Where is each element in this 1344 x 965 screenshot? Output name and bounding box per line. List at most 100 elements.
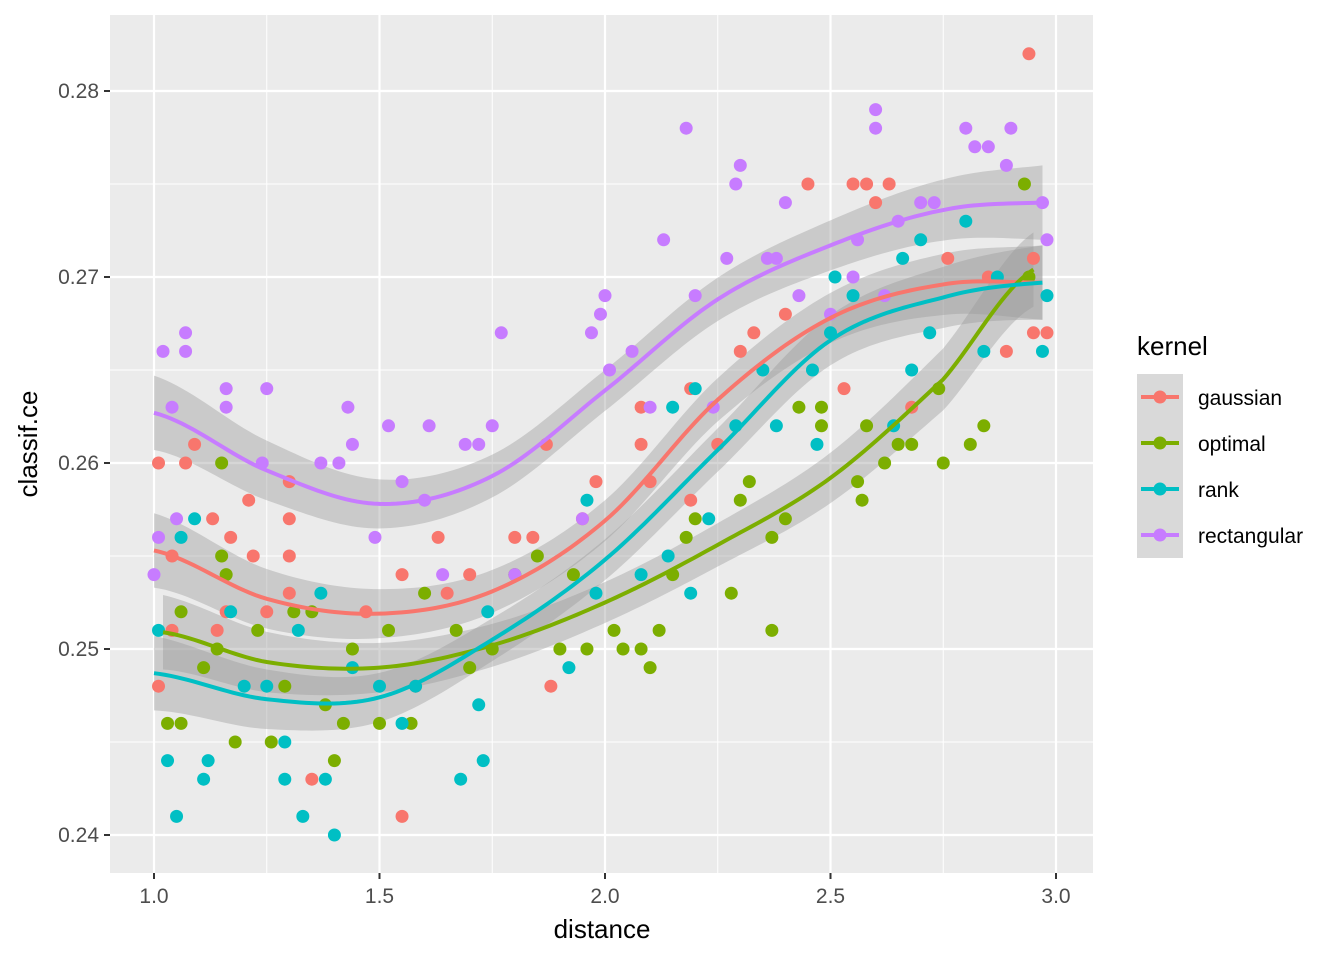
legend-title: kernel [1137, 331, 1208, 361]
legend-label-gaussian: gaussian [1198, 387, 1282, 410]
point-rank [373, 679, 386, 693]
point-optimal [174, 605, 188, 619]
point-optimal [814, 400, 828, 414]
point-rectangular [575, 512, 589, 526]
point-optimal [174, 716, 188, 730]
y-tick-label: 0.24 [58, 824, 99, 847]
point-rectangular [219, 400, 233, 414]
point-rank [914, 233, 928, 247]
point-rank [580, 493, 594, 507]
point-rank [161, 754, 175, 768]
point-rectangular [332, 456, 346, 470]
point-rectangular [485, 419, 499, 433]
point-rectangular [769, 251, 783, 265]
point-rank [661, 549, 675, 563]
point-optimal [336, 716, 350, 730]
point-optimal [792, 400, 806, 414]
point-optimal [778, 512, 792, 526]
point-rank [562, 661, 576, 675]
point-optimal [1017, 177, 1031, 191]
point-optimal [228, 735, 242, 749]
point-gaussian [869, 196, 883, 210]
point-gaussian [733, 344, 747, 358]
point-optimal [219, 568, 233, 582]
point-rectangular [625, 344, 639, 358]
point-optimal [382, 623, 396, 637]
point-optimal [977, 419, 991, 433]
point-gaussian [634, 437, 648, 451]
smooth-line-gaussian [153, 279, 1043, 616]
y-tick-label: 0.28 [58, 80, 99, 103]
point-rectangular [729, 177, 743, 191]
point-rank [278, 735, 292, 749]
point-optimal [251, 623, 265, 637]
point-optimal [215, 549, 229, 563]
point-gaussian [431, 530, 445, 544]
point-gaussian [282, 549, 296, 563]
point-rank [327, 828, 341, 842]
point-gaussian [282, 512, 296, 526]
point-rank [481, 605, 495, 619]
point-rectangular [733, 158, 747, 172]
point-gaussian [589, 475, 603, 489]
point-optimal [891, 437, 905, 451]
point-optimal [936, 456, 950, 470]
point-gaussian [188, 437, 202, 451]
point-rank [278, 772, 292, 786]
point-rectangular [679, 121, 693, 135]
point-gaussian [179, 456, 193, 470]
plot-panel [110, 15, 1093, 873]
point-gaussian [846, 177, 860, 191]
legend-key-point [1153, 482, 1167, 496]
y-tick-label: 0.26 [58, 452, 99, 475]
point-rank [201, 754, 215, 768]
x-tick-label: 2.0 [590, 885, 619, 908]
point-optimal [404, 716, 418, 730]
point-rank [769, 419, 783, 433]
point-rectangular [472, 437, 486, 451]
point-rectangular [260, 382, 274, 396]
smooth-line-rectangular [153, 200, 1043, 506]
point-rectangular [170, 512, 184, 526]
point-rectangular [869, 121, 883, 135]
point-rectangular [382, 419, 396, 433]
point-optimal [765, 623, 779, 637]
point-optimal [161, 716, 175, 730]
point-rectangular [869, 103, 883, 117]
point-optimal [905, 437, 919, 451]
point-rank [684, 586, 698, 600]
confidence-bands [154, 165, 1043, 731]
point-rectangular [179, 326, 193, 340]
point-rectangular [1004, 121, 1018, 135]
point-gaussian [526, 530, 540, 544]
point-rectangular [345, 437, 359, 451]
point-rank [923, 326, 937, 340]
point-gaussian [224, 530, 238, 544]
point-gaussian [1040, 326, 1054, 340]
point-rectangular [927, 196, 941, 210]
x-tick-label: 1.0 [139, 885, 168, 908]
smooth-lines [153, 200, 1043, 706]
point-optimal [607, 623, 621, 637]
legend-label-optimal: optimal [1198, 433, 1266, 456]
point-rectangular [999, 158, 1013, 172]
point-rectangular [156, 344, 170, 358]
point-optimal [463, 661, 477, 675]
point-gaussian [778, 307, 792, 321]
point-optimal [851, 475, 865, 489]
point-gaussian [463, 568, 477, 582]
point-optimal [963, 437, 977, 451]
point-optimal [688, 512, 702, 526]
point-rectangular [152, 530, 166, 544]
point-gaussian [684, 493, 698, 507]
point-rank [688, 382, 702, 396]
legend-label-rank: rank [1198, 479, 1239, 502]
point-rank [197, 772, 211, 786]
point-gaussian [860, 177, 874, 191]
smooth-line-rank [153, 280, 1043, 706]
point-optimal [616, 642, 630, 656]
legend: kernel gaussian optimal rank rectangular [1137, 331, 1303, 558]
point-gaussian [152, 679, 166, 693]
point-rectangular [165, 400, 179, 414]
point-rank [224, 605, 238, 619]
